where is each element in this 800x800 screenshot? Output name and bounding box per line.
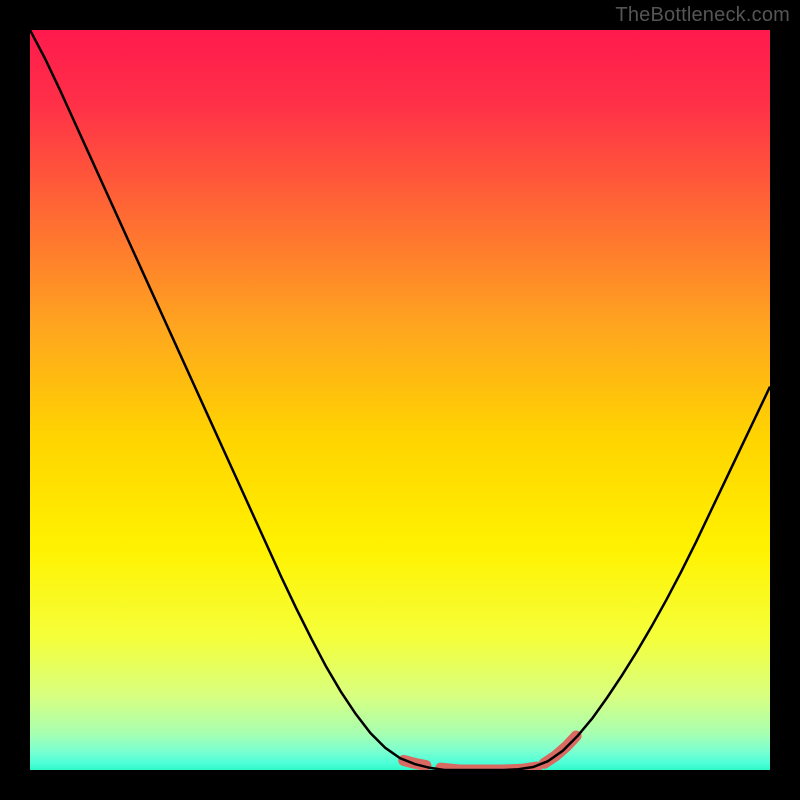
bottleneck-chart bbox=[30, 30, 770, 770]
chart-background bbox=[30, 30, 770, 770]
watermark-text: TheBottleneck.com bbox=[615, 4, 790, 27]
